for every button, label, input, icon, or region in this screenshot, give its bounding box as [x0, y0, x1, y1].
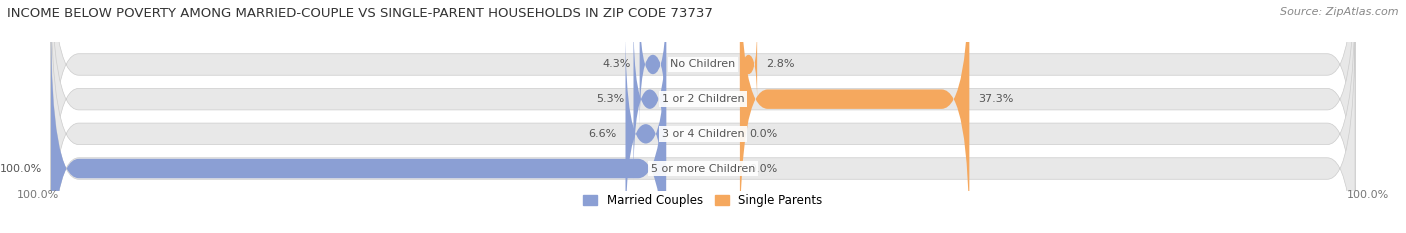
Text: 100.0%: 100.0%: [17, 190, 59, 200]
Text: 5.3%: 5.3%: [596, 94, 624, 104]
FancyBboxPatch shape: [51, 0, 1355, 233]
Text: 3 or 4 Children: 3 or 4 Children: [662, 129, 744, 139]
FancyBboxPatch shape: [640, 0, 666, 129]
FancyBboxPatch shape: [740, 26, 756, 103]
Text: 0.0%: 0.0%: [749, 129, 778, 139]
FancyBboxPatch shape: [634, 17, 666, 181]
FancyBboxPatch shape: [51, 0, 1355, 210]
Legend: Married Couples, Single Parents: Married Couples, Single Parents: [579, 190, 827, 212]
FancyBboxPatch shape: [51, 23, 1355, 233]
Text: 5 or more Children: 5 or more Children: [651, 164, 755, 174]
Text: 0.0%: 0.0%: [749, 164, 778, 174]
Text: 37.3%: 37.3%: [979, 94, 1014, 104]
Text: 1 or 2 Children: 1 or 2 Children: [662, 94, 744, 104]
FancyBboxPatch shape: [740, 0, 969, 233]
Text: 4.3%: 4.3%: [602, 59, 630, 69]
Text: Source: ZipAtlas.com: Source: ZipAtlas.com: [1281, 7, 1399, 17]
FancyBboxPatch shape: [51, 22, 666, 233]
Text: 6.6%: 6.6%: [588, 129, 616, 139]
Text: INCOME BELOW POVERTY AMONG MARRIED-COUPLE VS SINGLE-PARENT HOUSEHOLDS IN ZIP COD: INCOME BELOW POVERTY AMONG MARRIED-COUPL…: [7, 7, 713, 20]
Text: No Children: No Children: [671, 59, 735, 69]
Text: 100.0%: 100.0%: [0, 164, 42, 174]
FancyBboxPatch shape: [626, 29, 666, 233]
Text: 2.8%: 2.8%: [766, 59, 794, 69]
Text: 100.0%: 100.0%: [1347, 190, 1389, 200]
FancyBboxPatch shape: [51, 0, 1355, 233]
